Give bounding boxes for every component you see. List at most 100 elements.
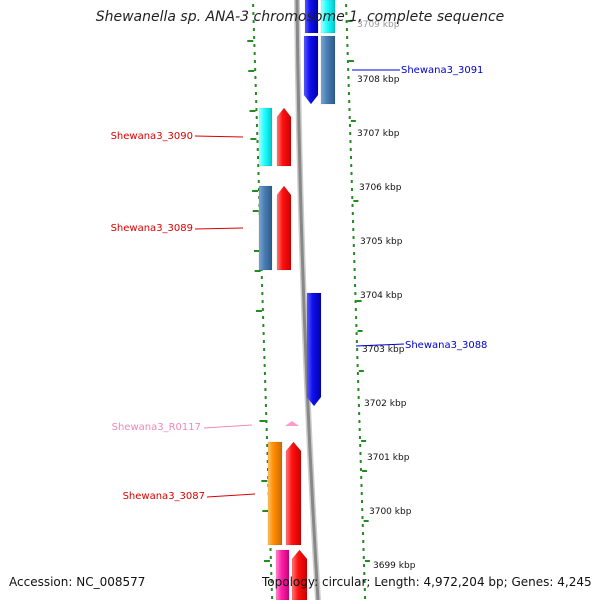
gc-dot [256,156,259,159]
gc-dot [270,564,273,567]
gc-dot [359,468,362,471]
gene-label: Shewana3_3088 [405,340,487,351]
gc-dot [358,412,361,415]
gc-dot [346,44,349,47]
gc-dot [346,60,349,63]
gc-dot [347,68,350,71]
gc-dot [270,588,273,591]
gc-dot [353,260,356,263]
scale-tick-label: 3701 kbp [367,453,410,463]
gc-dot [254,68,257,71]
gc-dot [345,28,348,31]
gc-dot [257,180,260,183]
gc-dash [353,200,359,202]
gc-dot [256,148,259,151]
gc-dot [349,156,352,159]
gc-dot [252,4,255,7]
gc-dot [355,332,358,335]
gene-label: Shewana3_R0117 [112,422,201,433]
gc-dot [358,420,361,423]
gc-dot [266,452,269,455]
gc-dot [265,436,268,439]
gene-label: Shewana3_3091 [401,65,483,76]
gc-dot [270,580,273,583]
gc-dot [353,276,356,279]
gc-dot [266,468,269,471]
gc-dot [351,212,354,215]
gc-dash [263,560,270,562]
gc-content-track [247,4,370,599]
gc-dot [261,284,264,287]
gc-dot [271,596,274,599]
gene-shewana3-3089-cog [258,185,273,271]
gc-dot [349,132,352,135]
label-leader-line [203,424,253,429]
gc-dot [256,132,259,135]
scale-tick-label: 3708 kbp [357,75,400,85]
gc-dot [253,44,256,47]
gc-dot [358,428,361,431]
gc-dot [350,172,353,175]
gc-dash [357,330,363,332]
gc-dot [348,100,351,103]
gc-dot [255,108,258,111]
gc-dot [361,508,364,511]
gc-dash [362,470,368,472]
gc-dot [351,188,354,191]
scale-tick-label: 3703 kbp [362,345,405,355]
gc-dot [356,364,359,367]
scale-tick-label: 3707 kbp [357,129,400,139]
gc-dot [356,356,359,359]
gc-dot [346,36,349,39]
gene-labels: Shewana3_3091 Shewana3_3090 Shewana3_3089 S… [111,65,488,502]
gc-dot [263,364,266,367]
gc-dot [347,92,350,95]
gc-dot [363,588,366,591]
gc-dot [352,228,355,231]
gc-dot [359,460,362,463]
gene-shewana3-3091-cog [320,35,336,105]
gc-dash [361,440,367,442]
gc-dot [354,308,357,311]
gc-dot [346,52,349,55]
gc-dot [262,332,265,335]
gc-dot [262,316,265,319]
gc-dot [264,388,267,391]
gc-dot [357,388,360,391]
gc-dot [265,412,268,415]
gc-dot [252,12,255,15]
gc-dot [361,516,364,519]
gc-dot [262,324,265,327]
gc-dot [353,268,356,271]
gc-dot [348,124,351,127]
gc-dash [347,20,353,22]
gc-dot [358,436,361,439]
scale-tick-label: 3704 kbp [360,291,403,301]
gc-dot [355,324,358,327]
gc-dot [266,460,269,463]
gc-dot [264,380,267,383]
gc-dot [348,116,351,119]
gc-dot [359,444,362,447]
gene-shewana3-r0117 [285,421,299,426]
gc-dot [254,92,257,95]
gc-dash [252,190,259,192]
gc-dot [261,308,264,311]
gene-top-blue [304,0,319,34]
gc-dot [349,148,352,151]
gc-dot [255,116,258,119]
gc-dot [364,596,367,599]
gc-dot [345,20,348,23]
gc-dash [255,310,262,312]
gc-dot [265,428,268,431]
gc-dot [356,348,359,351]
gc-dot [359,452,362,455]
gene-shewana3-3090 [276,107,292,167]
gc-dot [253,36,256,39]
gc-dot [255,100,258,103]
gc-dot [352,244,355,247]
gc-dot [352,236,355,239]
gc-dot [356,372,359,375]
scale-tick-label: 3706 kbp [359,183,402,193]
